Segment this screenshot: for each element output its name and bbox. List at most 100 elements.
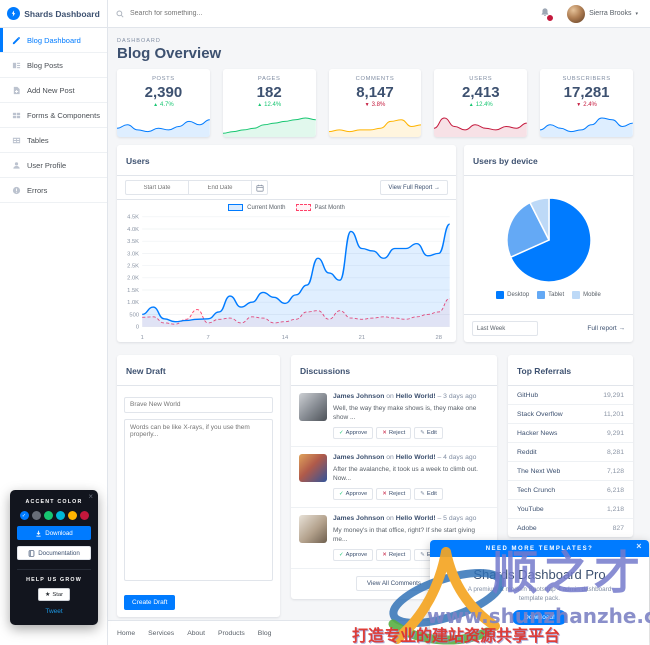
commenter-name-link[interactable]: James Johnson — [333, 393, 385, 400]
sidebar-item-user-profile[interactable]: User Profile — [0, 153, 107, 178]
note-add-icon — [13, 86, 20, 94]
breadcrumb: DASHBOARD — [117, 38, 161, 44]
time-range-select[interactable]: Last Week — [472, 321, 538, 336]
approve-button[interactable]: ✓ Approve — [333, 549, 374, 562]
promo-header: NEED MORE TEMPLATES? × — [430, 540, 649, 557]
legend-item-mobile: Mobile — [572, 290, 601, 299]
draft-title-input[interactable] — [124, 396, 273, 413]
full-report-link[interactable]: Full report → — [587, 325, 625, 332]
reject-button[interactable]: ✕ Reject — [376, 427, 412, 440]
accent-color-swatch[interactable] — [31, 511, 41, 520]
draft-body-textarea[interactable] — [124, 418, 273, 581]
download-button[interactable]: Download — [17, 526, 91, 540]
sidebar-item-label: Errors — [27, 185, 48, 195]
sidebar-item-add-new-post[interactable]: Add New Post — [0, 78, 107, 103]
stats-row: POSTS 2,390 ▲ 4.7% PAGES 182 ▲ 12.4% COMME… — [117, 69, 633, 137]
book-icon — [28, 549, 35, 557]
svg-text:4.0K: 4.0K — [127, 227, 139, 233]
reject-button[interactable]: ✕ Reject — [376, 549, 412, 562]
svg-text:3.0K: 3.0K — [127, 251, 139, 257]
view-full-report-button[interactable]: View Full Report → — [380, 180, 448, 195]
chart-toolbar: View Full Report → — [117, 176, 456, 200]
accent-color-swatch[interactable] — [43, 511, 53, 520]
svg-text:1.5K: 1.5K — [127, 288, 139, 294]
close-icon[interactable]: × — [88, 492, 93, 501]
sparkline-chart — [117, 119, 210, 137]
stat-card-subscribers: SUBSCRIBERS 17,281 ▼ 2.4% — [540, 69, 633, 137]
promo-download-button[interactable]: Download! — [512, 609, 567, 625]
brand-logo-area[interactable]: Shards Dashboard — [0, 0, 108, 28]
x-icon: ✕ — [382, 491, 387, 498]
calendar-button[interactable] — [251, 180, 268, 195]
edit-button[interactable]: ✎Edit — [414, 427, 443, 440]
github-star-button[interactable]: ★ Star — [37, 588, 71, 601]
card-header: Discussions — [291, 355, 497, 386]
start-date-input[interactable] — [125, 180, 189, 195]
tweet-link[interactable]: Tweet — [45, 608, 63, 615]
legend-item-desktop: Desktop — [496, 290, 529, 299]
documentation-button[interactable]: Documentation — [17, 546, 91, 560]
commenter-name-link[interactable]: James Johnson — [333, 515, 385, 523]
commenter-name-link[interactable]: James Johnson — [333, 454, 385, 462]
mobile-swatch — [572, 290, 581, 299]
user-avatar — [567, 4, 586, 23]
discussion-item: James Johnson on Hello World! – 4 days a… — [291, 447, 497, 509]
accent-color-swatch[interactable] — [79, 511, 89, 520]
pie-legend: Desktop Tablet Mobile — [496, 290, 601, 299]
trend-arrow-icon: ▼ — [364, 102, 370, 108]
footer-link-services[interactable]: Services — [148, 629, 175, 637]
error-icon — [12, 186, 21, 194]
sidebar-item-blog-posts[interactable]: Blog Posts — [0, 53, 107, 78]
sidebar-item-tables[interactable]: Tables — [0, 128, 107, 153]
footer-link-about[interactable]: About — [187, 629, 205, 637]
current-month-swatch — [228, 204, 244, 211]
footer-link-blog[interactable]: Blog — [257, 629, 272, 637]
users-chart-card: Users View Full Report → Current Month — [117, 145, 456, 342]
stat-label: PAGES — [257, 76, 281, 82]
approve-button[interactable]: ✓ Approve — [333, 488, 374, 501]
legend-item-tablet: Tablet — [537, 290, 564, 299]
footer-links: Home Services About Products Blog — [117, 630, 271, 637]
edit-button[interactable]: ✎Edit — [414, 488, 443, 501]
close-icon[interactable]: × — [636, 541, 643, 551]
accent-color-swatch[interactable]: ✓ — [19, 511, 29, 520]
search-input[interactable] — [128, 9, 532, 18]
post-title-link[interactable]: Hello World! — [395, 454, 436, 462]
approve-button[interactable]: ✓ Approve — [333, 427, 374, 440]
past-month-swatch — [295, 204, 311, 211]
user-menu[interactable]: Sierra Brooks ▾ — [559, 4, 642, 23]
sidebar-item-blog-dashboard[interactable]: Blog Dashboard — [0, 28, 107, 53]
svg-text:1.0K: 1.0K — [127, 300, 139, 306]
trend-arrow-icon: ▲ — [153, 102, 159, 108]
reject-button[interactable]: ✕ Reject — [376, 488, 412, 501]
search-bar[interactable] — [116, 9, 532, 18]
footer-link-products[interactable]: Products — [217, 629, 245, 637]
notifications-button[interactable] — [531, 5, 559, 23]
comment-time: – 4 days ago — [437, 454, 477, 462]
stat-value: 2,413 — [462, 84, 500, 101]
commenter-avatar — [299, 454, 327, 483]
svg-text:500: 500 — [129, 312, 139, 318]
sidebar-item-errors[interactable]: Errors — [0, 178, 107, 203]
post-title-link[interactable]: Hello World! — [395, 393, 436, 400]
end-date-input[interactable] — [188, 180, 252, 195]
comment-actions: ✓Approve ✕Reject ✎Edit — [333, 488, 489, 501]
post-title-link[interactable]: Hello World! — [395, 515, 436, 523]
sparkline-chart — [540, 117, 633, 137]
edit-icon — [12, 36, 21, 44]
pencil-icon: ✎ — [420, 552, 425, 559]
svg-text:7: 7 — [206, 335, 209, 341]
sidebar-item-forms-components[interactable]: Forms & Components — [0, 103, 107, 128]
view-all-comments-button[interactable]: View All Comments — [355, 576, 433, 592]
card-header: Users — [117, 145, 456, 176]
commenter-avatar — [299, 393, 327, 421]
shards-logo-icon — [7, 7, 21, 20]
accent-color-swatch[interactable] — [55, 511, 65, 520]
create-draft-button[interactable]: Create Draft — [124, 594, 176, 610]
search-icon — [116, 9, 124, 18]
accent-color-swatch[interactable] — [67, 511, 77, 520]
sidebar-item-label: Forms & Components — [27, 110, 100, 120]
top-referrals-card: Top Referrals GitHub 19,291 Stack Overflo… — [508, 355, 633, 537]
footer-link-home[interactable]: Home — [117, 629, 136, 637]
card-title: Top Referrals — [517, 366, 572, 376]
